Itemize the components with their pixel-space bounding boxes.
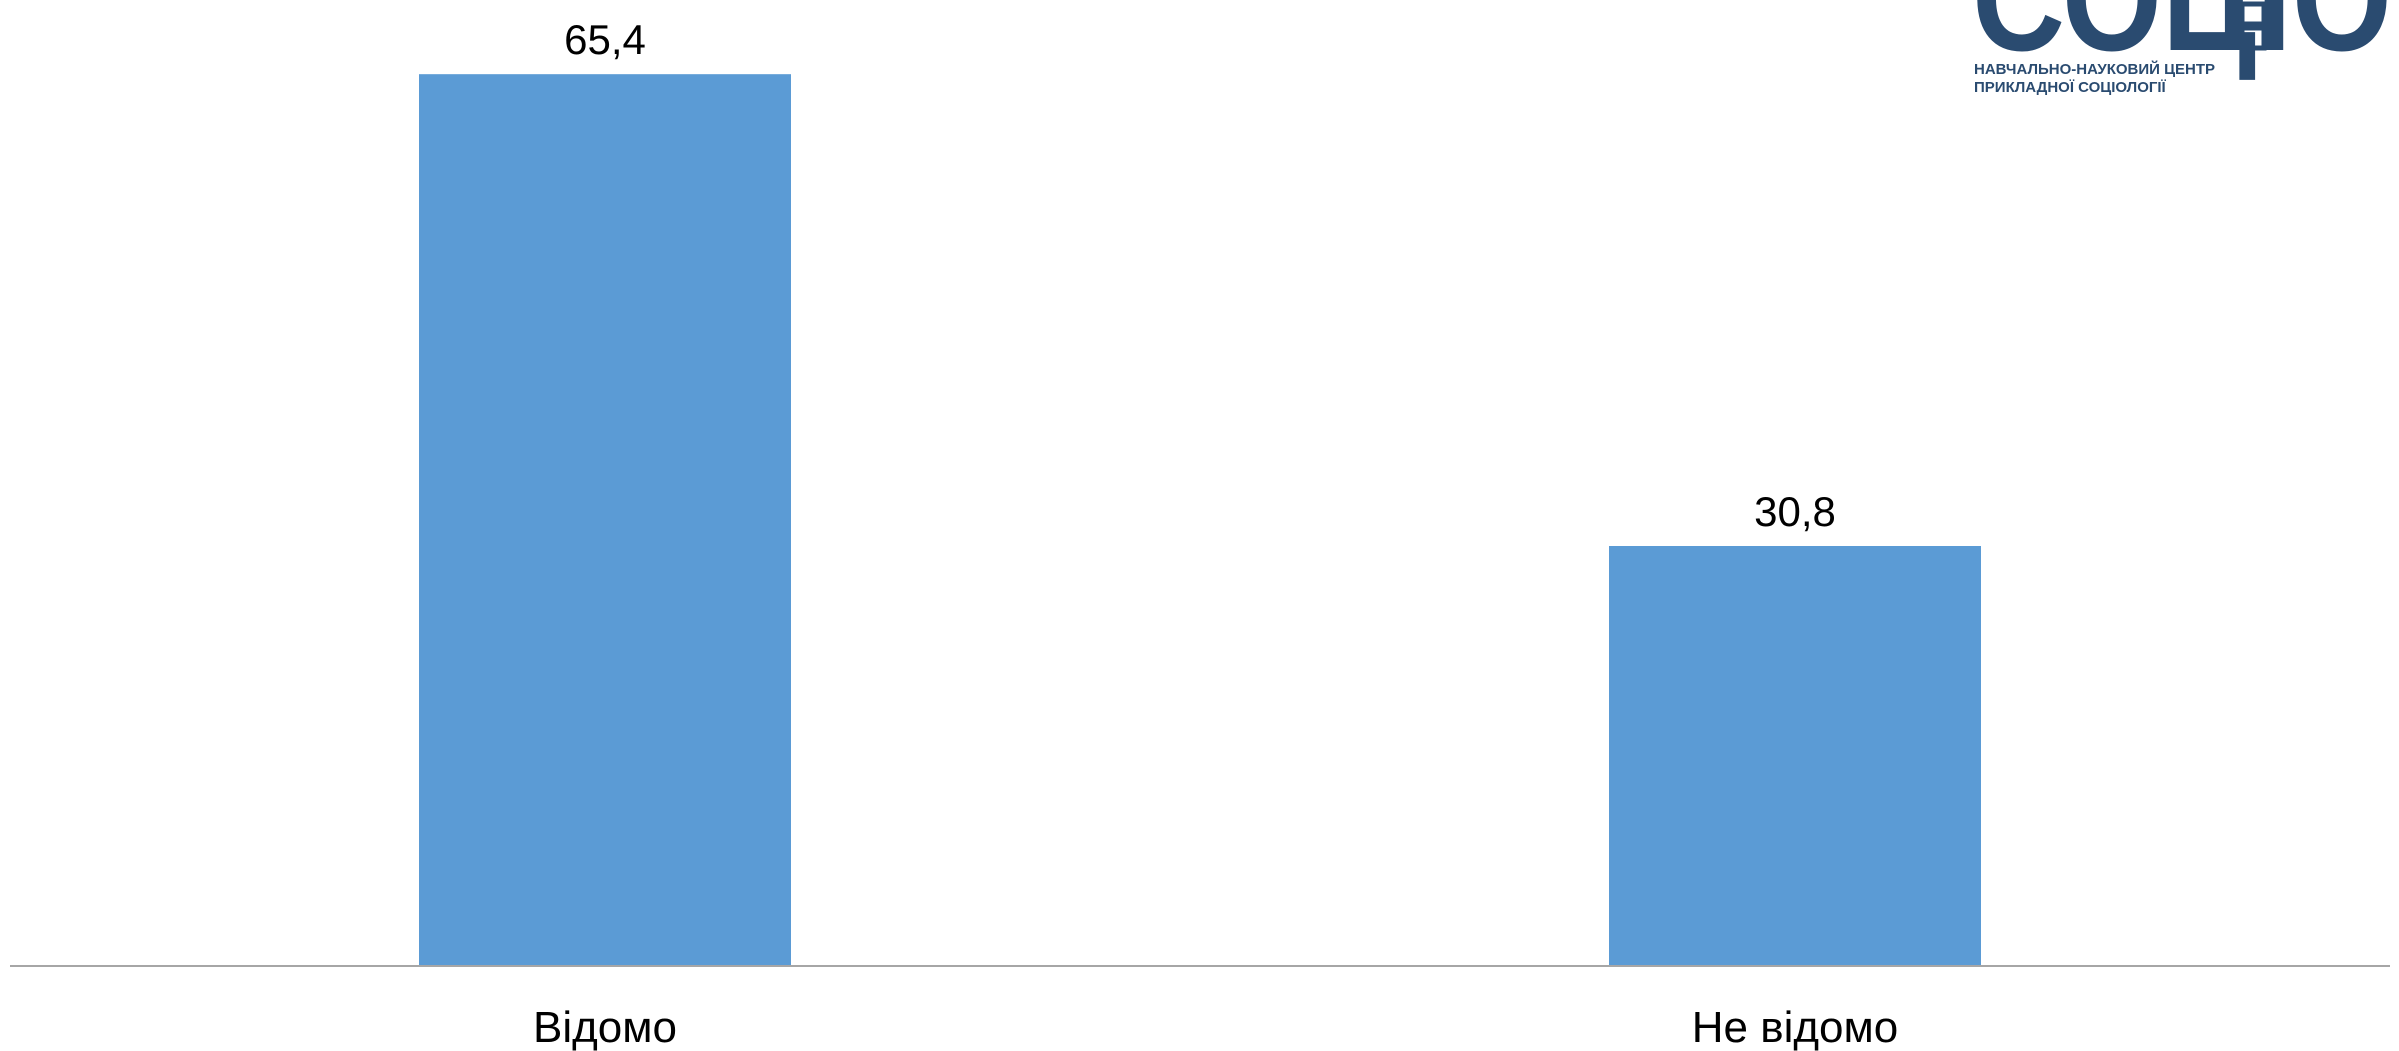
logo-squares-icon [2239,1,2267,51]
bars-group [419,74,1981,966]
x-tick-label-2: Не відомо [1692,1003,1899,1051]
logo-subtitle-line2: ПРИКЛАДНОЇ СОЦІОЛОГІЇ [1974,79,2167,96]
socio-logo: СОЦІО НАВЧАЛЬНО-НАУКОВИЙ ЦЕНТР ПРИКЛАДНО… [1972,0,2392,96]
logo-subtitle-line1: НАВЧАЛЬНО-НАУКОВИЙ ЦЕНТР [1974,60,2215,78]
value-labels-group: 65,4 30,8 [564,16,1836,535]
bar-value-label-2: 30,8 [1754,488,1836,535]
x-tick-labels-group: Відомо Не відомо [533,1003,1898,1051]
bar-1 [419,74,791,966]
bar-value-label-1: 65,4 [564,16,646,63]
bar-2 [1609,546,1981,966]
x-tick-label-1: Відомо [533,1003,677,1051]
logo-wordmark: СОЦІО [1972,0,2392,82]
